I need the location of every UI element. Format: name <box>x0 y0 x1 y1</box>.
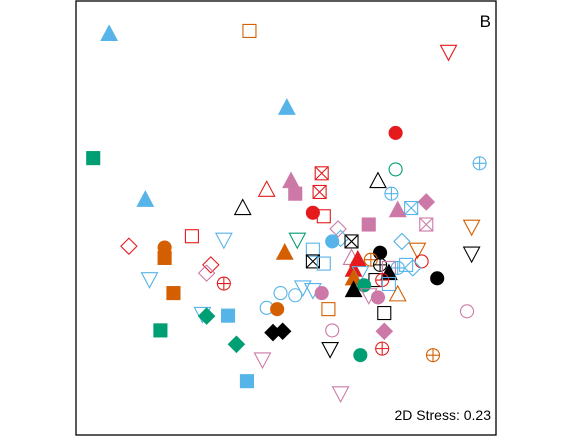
data-point <box>242 23 257 38</box>
data-point <box>377 305 392 321</box>
data-point <box>353 348 368 363</box>
data-point <box>316 256 331 271</box>
data-point <box>381 276 396 292</box>
data-point <box>404 200 419 216</box>
data-point <box>388 125 403 140</box>
data-point <box>270 302 285 317</box>
data-point <box>321 302 336 317</box>
data-point <box>329 220 347 238</box>
data-point <box>414 254 429 269</box>
data-point <box>253 352 272 370</box>
data-point <box>239 374 254 389</box>
data-point <box>288 186 303 201</box>
data-point <box>153 323 168 338</box>
data-point <box>344 234 359 249</box>
data-point <box>321 342 340 359</box>
data-point <box>439 44 458 62</box>
stress-label: 2D Stress: 0.23 <box>395 407 492 423</box>
data-point <box>197 264 216 282</box>
data-point <box>288 288 303 303</box>
data-point <box>140 272 159 289</box>
data-point <box>312 184 327 200</box>
data-point <box>462 219 481 237</box>
data-point <box>417 193 436 211</box>
data-point <box>384 186 399 201</box>
data-point <box>197 307 216 325</box>
data-point <box>430 271 445 286</box>
data-point <box>184 229 199 244</box>
data-point <box>273 322 292 341</box>
data-point <box>136 190 155 207</box>
data-point <box>166 286 181 301</box>
data-point <box>86 151 101 166</box>
data-point <box>220 308 236 323</box>
panel-label: B <box>480 12 491 31</box>
data-point <box>425 348 441 363</box>
data-point <box>361 217 376 232</box>
data-point <box>373 257 388 272</box>
data-point <box>305 205 320 220</box>
data-point <box>288 232 307 250</box>
data-point <box>275 243 294 260</box>
data-point <box>408 242 427 260</box>
data-point <box>305 242 320 257</box>
data-point <box>399 257 414 272</box>
data-point <box>273 286 288 301</box>
data-point <box>388 200 407 218</box>
data-point <box>363 252 378 267</box>
data-point <box>325 323 340 338</box>
data-point <box>325 234 340 249</box>
data-point <box>373 245 388 260</box>
data-point <box>344 280 363 298</box>
data-point <box>388 162 403 177</box>
data-point <box>216 276 231 291</box>
data-point <box>419 217 434 232</box>
data-point <box>233 198 252 216</box>
point-layer <box>86 23 487 404</box>
data-point <box>375 322 394 341</box>
data-point <box>314 166 329 181</box>
data-point <box>120 237 138 255</box>
data-point <box>369 171 387 189</box>
data-point <box>472 156 487 171</box>
data-point <box>404 259 422 277</box>
data-point <box>202 256 220 274</box>
data-point <box>393 232 411 251</box>
data-point <box>227 335 246 354</box>
data-point <box>157 250 172 265</box>
data-point <box>214 232 233 250</box>
data-point <box>370 290 386 305</box>
data-point <box>388 284 407 302</box>
data-point <box>314 286 329 301</box>
data-point <box>257 180 276 197</box>
data-point <box>357 278 372 293</box>
data-point <box>293 280 312 298</box>
data-point <box>277 98 296 115</box>
data-point <box>462 246 481 264</box>
data-point <box>331 386 350 404</box>
data-point <box>375 341 390 356</box>
data-point <box>459 304 475 319</box>
data-point <box>100 24 119 42</box>
